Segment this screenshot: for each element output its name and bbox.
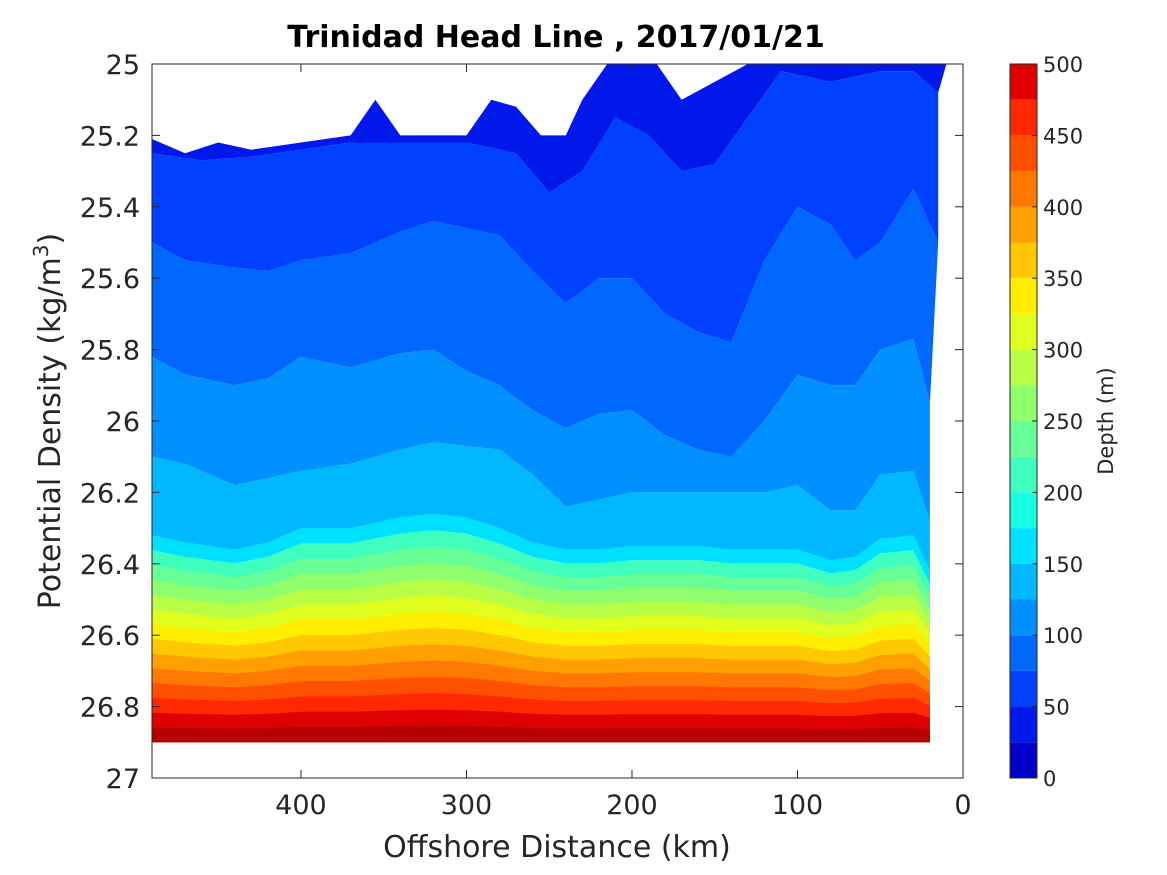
- contour-band-50: [152, 71, 939, 343]
- y-tick-label: 26.4: [80, 550, 140, 581]
- x-axis-ticks: 400 300 200 100 0: [275, 64, 972, 821]
- y-tick-label: 27: [106, 764, 140, 795]
- colorbar-tick-label: 500: [1043, 53, 1083, 77]
- colorbar-segment: [1010, 706, 1037, 743]
- colorbar-segment: [1010, 492, 1037, 529]
- y-axis-ticks: 25 25.2 25.4 25.6 25.8 26 26.2 26.4 26.6 26.8 27: [80, 50, 963, 795]
- x-tick-label: 300: [441, 790, 493, 821]
- y-tick-label: 26.2: [80, 478, 140, 509]
- colorbar-segment: [1010, 206, 1037, 243]
- contour-band-150: [152, 513, 930, 584]
- y-axis-label-superscript: 3: [29, 244, 53, 257]
- colorbar-tick-label: 200: [1043, 481, 1083, 505]
- colorbar-segment: [1010, 742, 1037, 778]
- colorbar-tick-label: 400: [1043, 196, 1083, 220]
- colorbar-tick-label: 450: [1043, 124, 1083, 148]
- colorbar-segment: [1010, 135, 1037, 172]
- x-axis-label: Offshore Distance (km): [383, 830, 731, 865]
- contour-band-75: [152, 189, 939, 457]
- colorbar-segment: [1010, 385, 1037, 421]
- contour-fill-layer: [152, 64, 947, 743]
- contour-band-125: [152, 442, 930, 571]
- contour-band-25: [152, 64, 947, 193]
- colorbar-tick-label: 150: [1043, 553, 1083, 577]
- x-tick-label: 100: [772, 790, 824, 821]
- colorbar-segment: [1010, 242, 1037, 279]
- colorbar-tick-label: 0: [1043, 767, 1056, 791]
- colorbar-segment: [1010, 171, 1037, 207]
- colorbar-segment: [1010, 349, 1037, 386]
- y-tick-label: 26.8: [80, 693, 140, 724]
- y-axis-label-main: Potential Density (kg/m: [33, 257, 68, 609]
- colorbar-segment: [1010, 456, 1037, 493]
- contour-band-500: [152, 726, 930, 743]
- y-tick-label: 26: [106, 407, 140, 438]
- colorbar-tick-label: 350: [1043, 267, 1083, 291]
- y-tick-label: 25: [106, 50, 140, 81]
- contour-band-100: [152, 338, 930, 521]
- colorbar-segment: [1010, 528, 1037, 564]
- colorbar-segment: [1010, 313, 1037, 350]
- x-tick-label: 200: [606, 790, 658, 821]
- colorbar-tick-label: 250: [1043, 410, 1083, 434]
- colorbar-tick-label: 300: [1043, 339, 1083, 363]
- y-tick-label: 26.6: [80, 621, 140, 652]
- colorbar: 0 50 100 150 200 250 300 350 400 450 500: [1009, 53, 1083, 791]
- colorbar-segment: [1010, 635, 1037, 671]
- colorbar-segment: [1010, 99, 1037, 136]
- colorbar-segment: [1010, 64, 1037, 100]
- chart-title: Trinidad Head Line , 2017/01/21: [287, 20, 824, 55]
- y-tick-label: 25.6: [80, 264, 140, 295]
- colorbar-tick-label: 100: [1043, 624, 1083, 648]
- colorbar-tick-label: 50: [1043, 696, 1070, 720]
- y-axis-label-close: ): [33, 233, 68, 245]
- colorbar-segment: [1010, 278, 1037, 314]
- colorbar-segment: [1010, 421, 1037, 457]
- y-tick-label: 25.8: [80, 336, 140, 367]
- colorbar-segment: [1010, 599, 1037, 636]
- x-tick-label: 400: [275, 790, 327, 821]
- y-tick-label: 25.2: [80, 121, 140, 152]
- colorbar-segment: [1010, 670, 1037, 707]
- y-axis-label: Potential Density (kg/m3): [29, 233, 68, 609]
- colorbar-label: Depth (m): [1094, 367, 1118, 474]
- y-tick-label: 25.4: [80, 193, 140, 224]
- colorbar-segment: [1010, 563, 1037, 600]
- x-tick-label: 0: [954, 790, 971, 821]
